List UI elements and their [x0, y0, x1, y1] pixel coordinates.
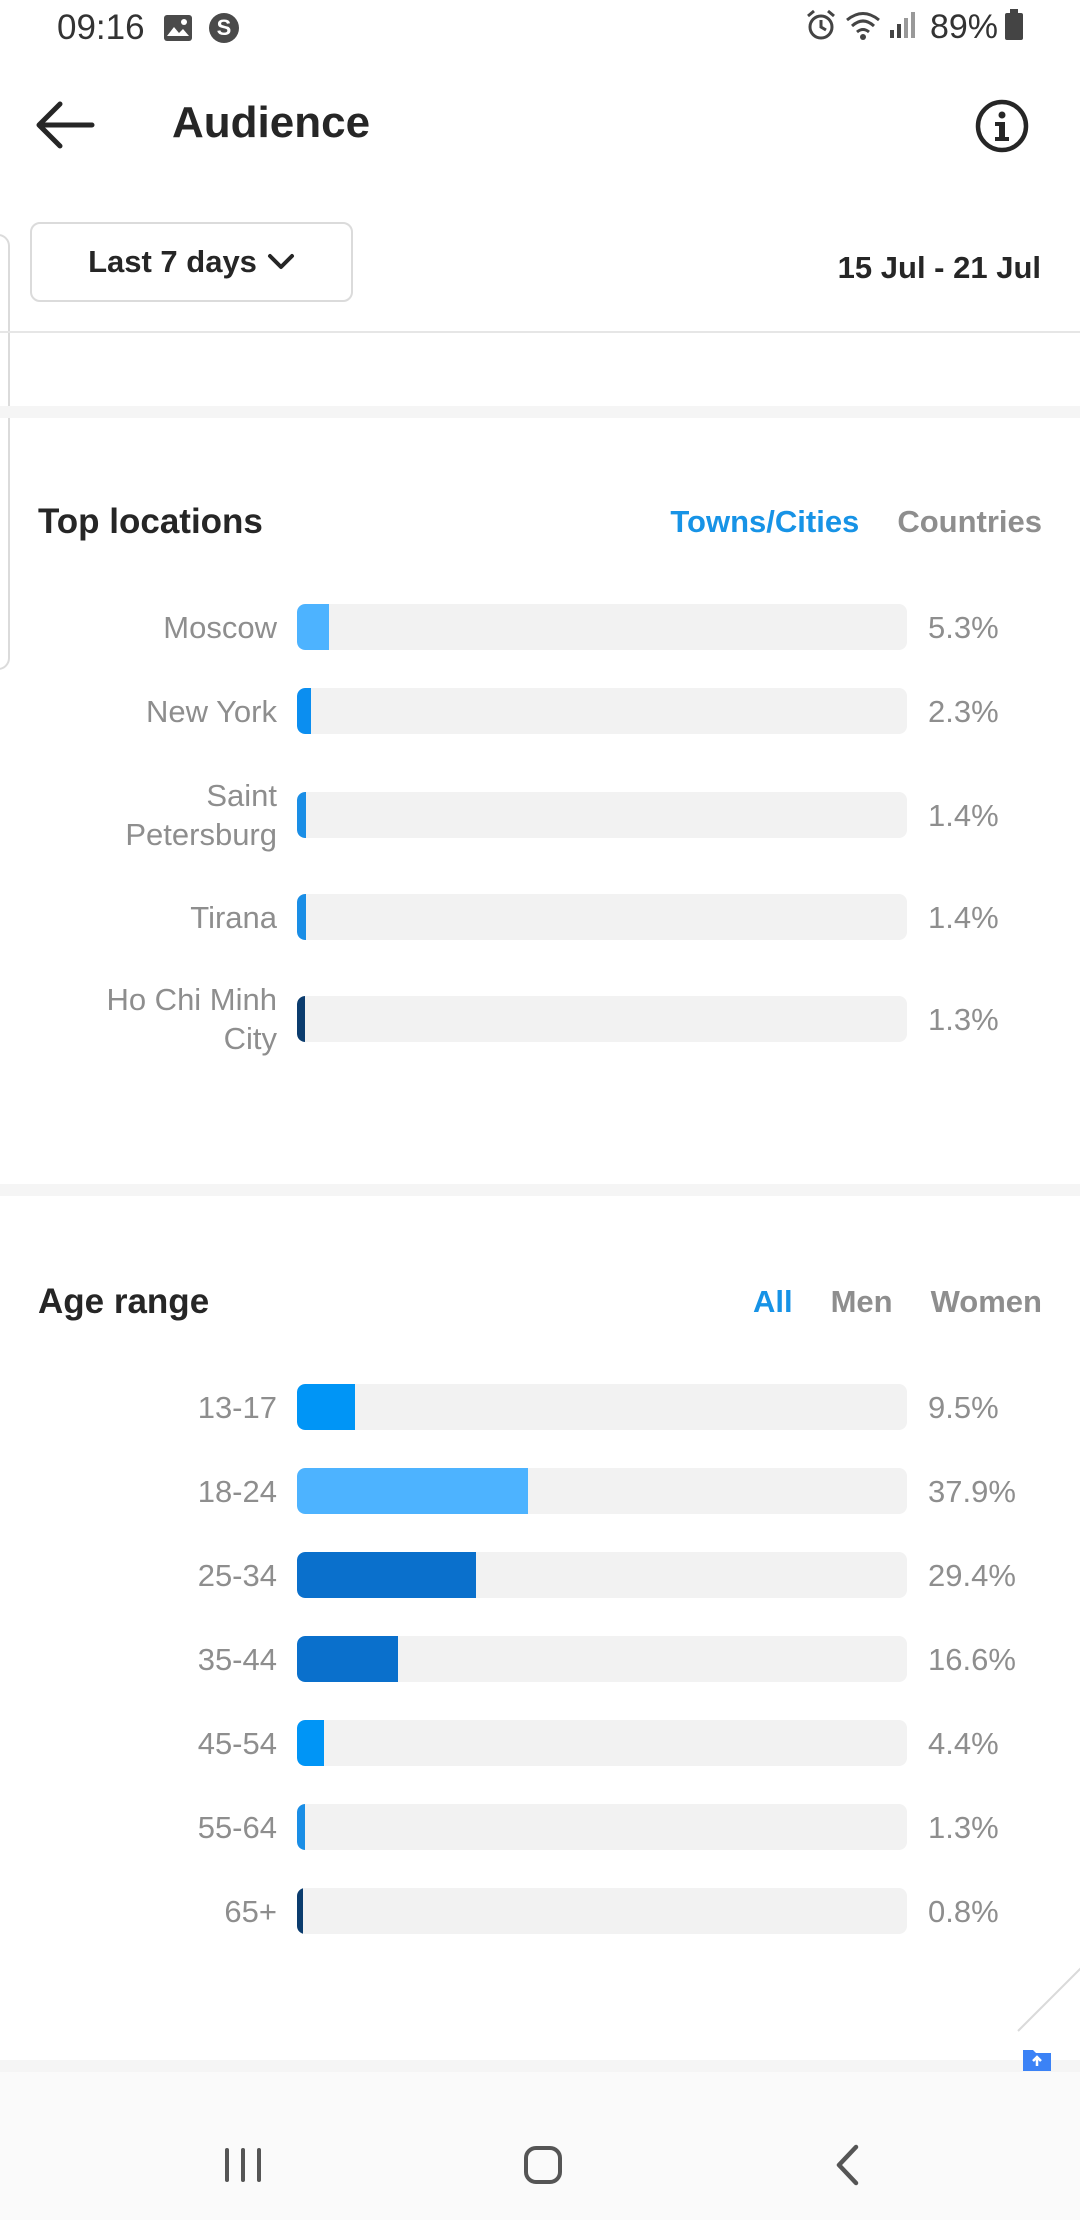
age-bar-track	[297, 1636, 907, 1682]
battery-icon	[1004, 9, 1024, 46]
location-bar-track	[297, 792, 907, 838]
age-bar-fill	[297, 1552, 476, 1598]
wifi-icon	[844, 9, 882, 46]
app-header: Audience	[0, 80, 1080, 170]
corner-divider	[1017, 1966, 1080, 2032]
location-bar-track	[297, 894, 907, 940]
location-value: 1.3%	[928, 1002, 999, 1037]
side-panel-edge	[0, 234, 10, 670]
age-bar-track	[297, 1720, 907, 1766]
location-bar-track	[297, 688, 907, 734]
signal-icon	[888, 10, 918, 45]
page-title: Audience	[172, 98, 371, 147]
age-bar-track	[297, 1888, 907, 1934]
location-value: 2.3%	[928, 694, 999, 729]
age-label: 45-54	[197, 1726, 277, 1761]
date-range-text: 15 Jul - 21 Jul	[837, 250, 1041, 285]
date-range-dropdown-label: Last 7 days	[88, 244, 257, 279]
date-range-dropdown[interactable]: Last 7 days	[30, 222, 353, 302]
age-range-tabs: All Men Women	[753, 1284, 1042, 1320]
age-bar-track	[297, 1468, 907, 1514]
age-bar-track	[297, 1552, 907, 1598]
age-bar-fill	[297, 1384, 355, 1430]
location-value: 5.3%	[928, 610, 999, 645]
alarm-icon	[804, 8, 838, 47]
age-value: 4.4%	[928, 1726, 999, 1761]
age-label: 35-44	[197, 1642, 277, 1677]
location-bar-fill	[297, 792, 306, 838]
top-locations-tabs: Towns/Cities Countries	[670, 504, 1042, 540]
age-value: 37.9%	[928, 1474, 1016, 1509]
location-bar-track	[297, 996, 907, 1042]
age-value: 1.3%	[928, 1810, 999, 1845]
age-bar-fill	[297, 1468, 528, 1514]
age-label: 65+	[224, 1894, 277, 1929]
section-divider	[0, 1184, 1080, 1196]
info-icon	[975, 99, 1029, 153]
gallery-notification-icon	[163, 14, 193, 47]
age-value: 9.5%	[928, 1390, 999, 1425]
recent-apps-icon-bar	[257, 2148, 261, 2182]
tab-countries[interactable]: Countries	[897, 504, 1042, 539]
location-value: 1.4%	[928, 798, 999, 833]
age-bar-track	[297, 1804, 907, 1850]
home-button[interactable]	[524, 2146, 562, 2184]
recent-apps-button[interactable]	[225, 2148, 261, 2182]
system-nav-bar	[0, 2072, 1080, 2220]
chevron-left-icon	[836, 2144, 859, 2186]
age-bar-track	[297, 1384, 907, 1430]
divider	[0, 331, 1080, 333]
battery-percent: 89%	[929, 8, 998, 46]
info-button[interactable]	[974, 98, 1030, 154]
recent-apps-icon	[225, 2148, 229, 2182]
status-bar: 09:16 S 89%	[0, 0, 1080, 56]
age-bar-fill	[297, 1636, 398, 1682]
tab-men[interactable]: Men	[830, 1284, 893, 1319]
tab-all[interactable]: All	[752, 1284, 793, 1319]
age-label: 55-64	[197, 1810, 277, 1845]
location-bar-track	[297, 604, 907, 650]
tab-towns-cities[interactable]: Towns/Cities	[670, 504, 860, 539]
status-time: 09:16	[57, 8, 145, 47]
back-arrow-icon	[36, 101, 95, 149]
age-value: 29.4%	[928, 1558, 1016, 1593]
recent-apps-icon-bar	[241, 2148, 245, 2182]
system-back-button[interactable]	[830, 2142, 866, 2188]
status-right-cluster: 89%	[804, 8, 1024, 47]
location-bar-fill	[297, 604, 329, 650]
age-bar-fill	[297, 1720, 324, 1766]
age-label: 25-34	[197, 1558, 277, 1593]
location-bar-fill	[297, 688, 311, 734]
location-label: Ho Chi Minh City	[106, 982, 277, 1056]
section-divider	[0, 406, 1080, 418]
location-bar-fill	[297, 894, 306, 940]
location-label: Tirana	[190, 900, 277, 935]
age-value: 16.6%	[928, 1642, 1016, 1677]
age-bar-fill	[297, 1804, 305, 1850]
age-range-title: Age range	[38, 1282, 210, 1321]
age-label: 13-17	[197, 1390, 277, 1425]
location-label: Moscow	[163, 610, 277, 645]
back-arrow-button[interactable]	[30, 94, 100, 156]
floating-folder-icon[interactable]	[1022, 2046, 1052, 2072]
location-label: Saint Petersburg	[125, 778, 277, 852]
top-locations-title: Top locations	[38, 502, 263, 541]
section-divider	[0, 2060, 1080, 2072]
tab-women[interactable]: Women	[930, 1284, 1042, 1319]
age-value: 0.8%	[928, 1894, 999, 1929]
location-bar-fill	[297, 996, 305, 1042]
chevron-down-icon	[267, 254, 294, 269]
location-value: 1.4%	[928, 900, 999, 935]
location-label: New York	[146, 694, 277, 729]
age-label: 18-24	[197, 1474, 277, 1509]
age-bar-fill	[297, 1888, 303, 1934]
s-notification-icon: S	[209, 13, 239, 43]
